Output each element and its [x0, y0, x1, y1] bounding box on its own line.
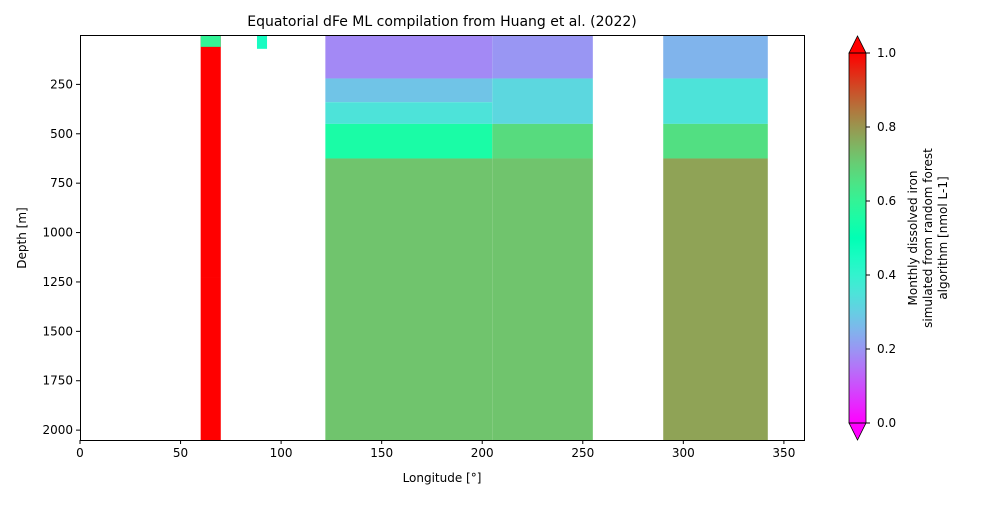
colorbar-tick-label: 0.0: [877, 416, 896, 430]
heatmap-cell: [325, 158, 493, 440]
y-tick-label: 1750: [42, 374, 73, 388]
colorbar-tick-label: 1.0: [877, 46, 896, 60]
y-axis: 250 500 750 1000 1250 1500 1750 2000: [42, 77, 80, 437]
colorbar-extend-max: [848, 35, 867, 54]
colorbar-gradient: [849, 53, 866, 423]
heatmap-cell: [325, 78, 493, 103]
colorbar-tick-label: 0.8: [877, 120, 896, 134]
heatmap-cell: [200, 277, 221, 440]
chart-title: Equatorial dFe ML compilation from Huang…: [247, 14, 636, 30]
colorbar-tick-label: 0.2: [877, 342, 896, 356]
heatmap-cell: [663, 123, 768, 159]
y-axis-label: Depth [m]: [15, 207, 29, 268]
x-tick-label: 50: [173, 446, 188, 460]
x-tick-label: 300: [672, 446, 695, 460]
colorbar-extend-min: [848, 422, 867, 441]
y-tick-label: 500: [50, 127, 73, 141]
heatmap-cell: [325, 102, 493, 124]
colorbar-tick-label: 0.4: [877, 268, 896, 282]
heatmap-cell: [325, 35, 493, 79]
y-tick-label: 750: [50, 176, 73, 190]
heatmap-layer: [200, 35, 768, 440]
heatmap-cell: [663, 158, 768, 440]
x-tick-label: 250: [571, 446, 594, 460]
x-tick-label: 100: [270, 446, 293, 460]
heatmap-cell: [492, 123, 593, 159]
colorbar-label-line: simulated from random forest: [921, 148, 935, 328]
colorbar-label-line: algorithm [nmol L-1]: [936, 176, 950, 299]
x-tick-label: 200: [471, 446, 494, 460]
y-tick-label: 1500: [42, 324, 73, 338]
heatmap-cell: [200, 35, 221, 278]
x-tick-label: 150: [370, 446, 393, 460]
heatmap-cell: [663, 78, 768, 124]
y-tick-label: 1000: [42, 226, 73, 240]
colorbar-frame: [848, 52, 867, 424]
colorbar-label: Monthly dissolved iron simulated from ran…: [906, 148, 950, 328]
colorbar-tick-label: 0.6: [877, 194, 896, 208]
x-tick-label: 350: [772, 446, 795, 460]
colorbar: 0.0 0.2 0.4 0.6 0.8 1.0: [848, 35, 896, 441]
x-axis-label: Longitude [°]: [403, 471, 482, 485]
heatmap-cell: [492, 35, 593, 79]
heatmap-cell: [256, 35, 268, 49]
colorbar-label-line: Monthly dissolved iron: [906, 171, 920, 306]
y-tick-label: 1250: [42, 275, 73, 289]
heatmap-cell: [492, 78, 593, 124]
heatmap-cell: [663, 35, 768, 79]
heatmap-cell: [492, 158, 593, 440]
plot-frame: [80, 35, 805, 441]
y-tick-label: 250: [50, 77, 73, 91]
y-tick-label: 2000: [42, 423, 73, 437]
x-tick-label: 0: [76, 446, 84, 460]
heatmap-cell: [325, 123, 493, 159]
heatmap-cell: [200, 35, 221, 47]
x-axis: 0 50 100 150 200 250 300 350: [76, 440, 795, 460]
